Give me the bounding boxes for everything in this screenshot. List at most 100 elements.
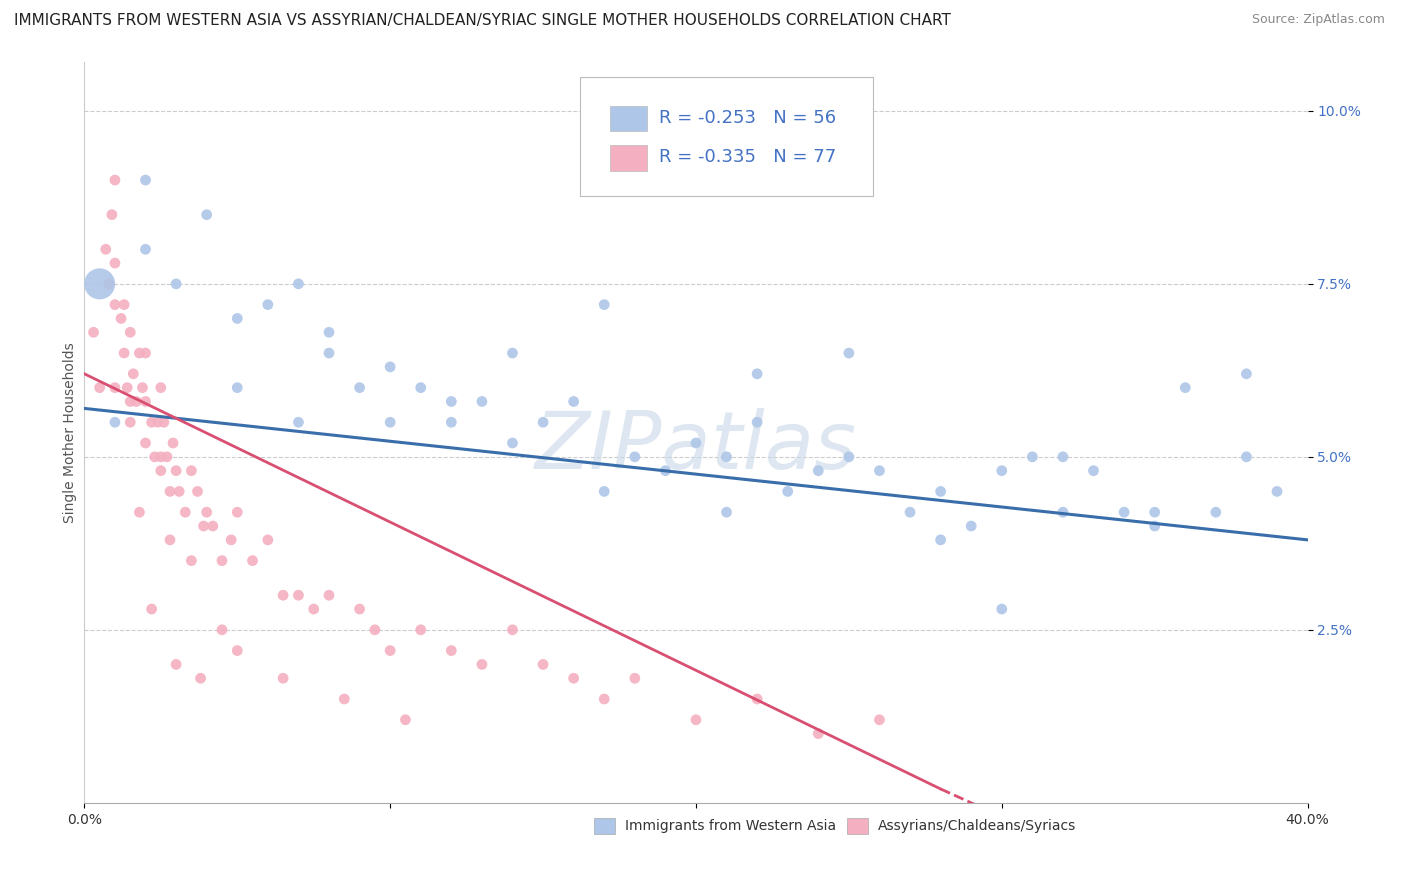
Text: Source: ZipAtlas.com: Source: ZipAtlas.com — [1251, 13, 1385, 27]
Point — [165, 657, 187, 672]
Point — [104, 297, 127, 311]
Point — [471, 394, 494, 409]
Point — [1143, 505, 1166, 519]
Point — [120, 326, 142, 340]
Point — [162, 436, 184, 450]
Text: IMMIGRANTS FROM WESTERN ASIA VS ASSYRIAN/CHALDEAN/SYRIAC SINGLE MOTHER HOUSEHOLD: IMMIGRANTS FROM WESTERN ASIA VS ASSYRIAN… — [14, 13, 950, 29]
Point — [159, 533, 181, 547]
Point — [101, 208, 124, 222]
Point — [104, 381, 127, 395]
Point — [991, 602, 1014, 616]
Text: Immigrants from Western Asia: Immigrants from Western Asia — [624, 819, 837, 833]
Point — [180, 554, 202, 568]
Point — [149, 464, 172, 478]
Point — [593, 297, 616, 311]
Point — [242, 554, 264, 568]
Point — [135, 436, 157, 450]
Point — [502, 436, 524, 450]
Point — [149, 450, 172, 464]
Point — [747, 692, 769, 706]
Point — [226, 643, 249, 657]
Point — [502, 346, 524, 360]
Text: R = -0.335   N = 77: R = -0.335 N = 77 — [659, 148, 837, 166]
Point — [125, 394, 148, 409]
Point — [838, 346, 860, 360]
Point — [409, 381, 432, 395]
Text: ZIPatlas: ZIPatlas — [534, 409, 858, 486]
Point — [110, 311, 132, 326]
Point — [776, 484, 799, 499]
Point — [131, 381, 153, 395]
Point — [593, 484, 616, 499]
Point — [1236, 367, 1258, 381]
Point — [685, 713, 707, 727]
Point — [120, 415, 142, 429]
Point — [716, 450, 738, 464]
Point — [869, 464, 891, 478]
Point — [165, 464, 187, 478]
Point — [104, 256, 127, 270]
Point — [219, 533, 242, 547]
Point — [122, 367, 145, 381]
Point — [165, 277, 187, 291]
Text: R = -0.253   N = 56: R = -0.253 N = 56 — [659, 109, 837, 127]
Point — [89, 381, 111, 395]
FancyBboxPatch shape — [610, 106, 647, 131]
Point — [211, 554, 233, 568]
Point — [135, 242, 157, 256]
Point — [1143, 519, 1166, 533]
Point — [193, 519, 215, 533]
Point — [271, 588, 294, 602]
Point — [562, 394, 585, 409]
Point — [1083, 464, 1105, 478]
Point — [211, 623, 233, 637]
Point — [471, 657, 494, 672]
Point — [318, 326, 340, 340]
Point — [97, 277, 120, 291]
Point — [531, 415, 554, 429]
Point — [159, 484, 181, 499]
Point — [380, 643, 402, 657]
Point — [112, 346, 135, 360]
Point — [394, 713, 416, 727]
Point — [960, 519, 983, 533]
Point — [115, 381, 138, 395]
Point — [838, 450, 860, 464]
Point — [153, 415, 176, 429]
Point — [440, 643, 463, 657]
Point — [120, 394, 142, 409]
Point — [380, 359, 402, 374]
Point — [271, 671, 294, 685]
Point — [929, 484, 952, 499]
Point — [1174, 381, 1197, 395]
Point — [1021, 450, 1043, 464]
Point — [149, 381, 172, 395]
FancyBboxPatch shape — [579, 78, 873, 195]
Point — [190, 671, 212, 685]
Point — [716, 505, 738, 519]
Point — [141, 415, 163, 429]
Point — [287, 588, 309, 602]
Point — [1205, 505, 1227, 519]
Point — [807, 464, 830, 478]
Point — [201, 519, 224, 533]
Point — [135, 394, 157, 409]
Point — [141, 602, 163, 616]
Y-axis label: Single Mother Households: Single Mother Households — [63, 343, 77, 523]
Point — [440, 394, 463, 409]
Point — [502, 623, 524, 637]
Point — [349, 381, 371, 395]
Point — [1052, 450, 1074, 464]
Point — [257, 533, 280, 547]
Point — [624, 450, 647, 464]
Point — [1236, 450, 1258, 464]
Point — [440, 415, 463, 429]
Point — [174, 505, 197, 519]
Point — [593, 692, 616, 706]
Point — [128, 346, 150, 360]
Point — [747, 415, 769, 429]
Point — [135, 173, 157, 187]
Point — [333, 692, 356, 706]
Point — [226, 311, 249, 326]
Point — [83, 326, 105, 340]
